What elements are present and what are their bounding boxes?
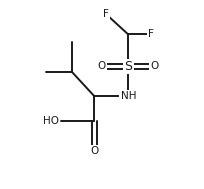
Text: F: F xyxy=(148,29,154,40)
Text: NH: NH xyxy=(121,91,136,101)
Text: O: O xyxy=(98,61,106,71)
Text: O: O xyxy=(90,146,99,156)
Text: O: O xyxy=(150,61,159,71)
Text: F: F xyxy=(103,9,109,19)
Text: S: S xyxy=(124,60,132,73)
Text: HO: HO xyxy=(43,116,59,126)
